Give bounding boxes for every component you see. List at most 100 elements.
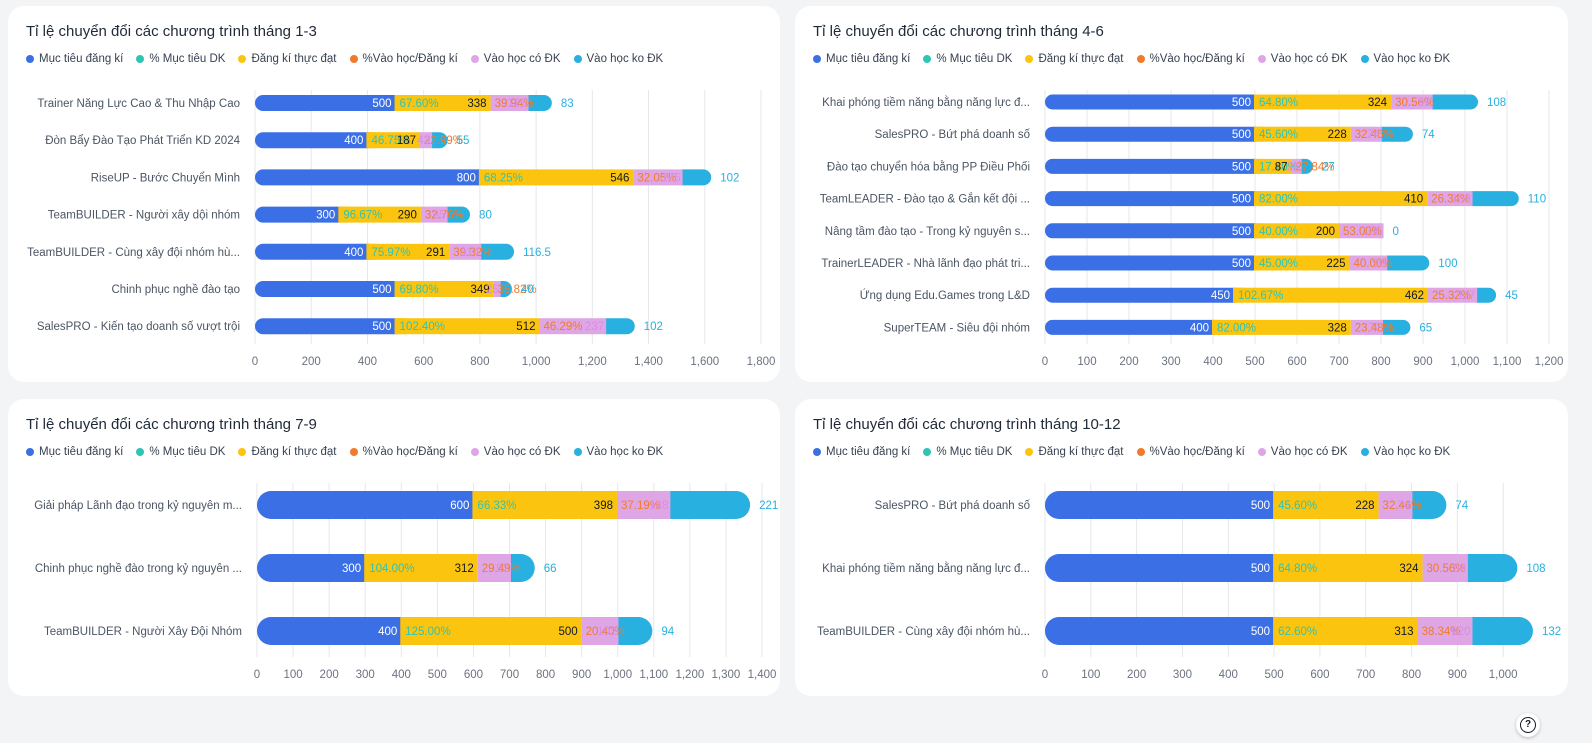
- legend-item[interactable]: % Mục tiêu DK: [923, 446, 1012, 458]
- data-label-target-pct: 67.60%: [400, 98, 439, 110]
- bar-registered: [479, 169, 634, 186]
- x-tick-label: 300: [1161, 356, 1180, 368]
- bar-attend-reg: [633, 169, 683, 186]
- x-tick-label: 1,600: [690, 356, 719, 368]
- help-button[interactable]: ?: [1516, 713, 1540, 737]
- x-tick-label: 1,000: [522, 356, 551, 368]
- data-label-attend-reg: 114: [461, 247, 480, 259]
- legend-label: % Mục tiêu DK: [936, 446, 1013, 458]
- bar-attend-reg: [539, 318, 607, 335]
- x-tick-label: 0: [252, 356, 258, 368]
- data-label-target: 500: [1232, 194, 1251, 206]
- legend-item[interactable]: Mục tiêu đăng kí: [26, 53, 123, 65]
- bar-attend-reg: [1422, 554, 1468, 582]
- data-label-attend-no-reg: 100: [1438, 258, 1457, 270]
- legend-item[interactable]: %Vào học/Đăng kí: [1136, 446, 1245, 458]
- bar-target: [1045, 617, 1289, 645]
- bar-target: [1045, 255, 1263, 271]
- x-tick-label: 500: [1264, 669, 1283, 681]
- data-label-registered: 338: [467, 98, 486, 110]
- data-label-target: 400: [378, 626, 397, 638]
- legend-label: Vào học ko ĐK: [1373, 53, 1451, 65]
- legend-dot-icon: [923, 448, 932, 456]
- legend-item[interactable]: Mục tiêu đăng kí: [813, 446, 910, 458]
- legend-item[interactable]: Vào học ko ĐK: [1360, 446, 1450, 458]
- data-label-attend-reg: 95: [433, 210, 446, 222]
- data-label-target-pct: 62.60%: [1278, 626, 1317, 638]
- category-label: Chinh phục nghề đào tạo: [111, 284, 240, 296]
- legend-item[interactable]: % Mục tiêu DK: [923, 53, 1012, 65]
- legend-item[interactable]: Đăng kí thực đạt: [238, 446, 337, 458]
- data-label-registered: 225: [1326, 258, 1345, 270]
- chart-card-q3: Tỉ lệ chuyển đổi các chương trình tháng …: [8, 399, 780, 696]
- legend-item[interactable]: % Mục tiêu DK: [136, 446, 225, 458]
- x-tick-label: 1,400: [634, 356, 663, 368]
- legend-item[interactable]: % Mục tiêu DK: [136, 53, 225, 65]
- data-label-target-pct: 64.80%: [1259, 97, 1298, 109]
- legend-item[interactable]: Vào học có ĐK: [1257, 446, 1348, 458]
- data-label-attend-reg: 106: [1362, 226, 1381, 238]
- bar-attend-reg: [1378, 491, 1413, 519]
- bar-target: [1045, 223, 1263, 239]
- chart-card-q1: Tỉ lệ chuyển đổi các chương trình tháng …: [8, 6, 780, 382]
- legend-item[interactable]: Đăng kí thực đạt: [238, 53, 337, 65]
- bar-registered: [1273, 617, 1290, 645]
- bar-registered: [1274, 554, 1423, 582]
- x-tick-label: 1,200: [675, 669, 704, 681]
- legend-dot-icon: [349, 448, 358, 456]
- legend-label: Đăng kí thực đạt: [251, 53, 337, 65]
- data-label-attend-reg: 24: [1287, 161, 1300, 173]
- legend-dot-icon: [1257, 448, 1266, 456]
- legend-label: Đăng kí thực đạt: [1038, 53, 1124, 65]
- data-label-target: 500: [372, 284, 391, 296]
- legend-item[interactable]: Đăng kí thực đạt: [1025, 446, 1124, 458]
- legend-item[interactable]: Mục tiêu đăng kí: [813, 53, 910, 65]
- bar-target: [255, 206, 348, 223]
- legend-item[interactable]: Đăng kí thực đạt: [1025, 53, 1124, 65]
- bar-chart: 0 200 400 600 800 1,000 1,200 1,400 1,600 1,800 Tr…: [27, 90, 775, 368]
- data-label-attend-pct: 35.82%: [498, 284, 537, 296]
- legend-item[interactable]: Vào học có ĐK: [1257, 53, 1348, 65]
- data-label-attend-no-reg: 80: [479, 210, 492, 222]
- data-label-attend-reg: 99: [1418, 97, 1431, 109]
- bar-registered: [367, 243, 450, 260]
- data-label-target-pct: 82.00%: [1259, 194, 1298, 206]
- x-tick-label: 600: [1310, 669, 1329, 681]
- data-label-attend-no-reg: 102: [644, 321, 663, 333]
- legend-dot-icon: [470, 55, 479, 63]
- bar-registered: [339, 206, 421, 223]
- bar-attend-reg: [420, 132, 433, 149]
- data-label-attend-pct: 22.99%: [424, 135, 463, 147]
- bar-registered: [366, 243, 377, 260]
- bar-target: [257, 617, 416, 645]
- bar-attend-reg: [1427, 191, 1473, 207]
- legend-item[interactable]: Vào học có ĐK: [470, 53, 561, 65]
- legend-item[interactable]: Vào học ko ĐK: [573, 446, 663, 458]
- legend-dot-icon: [26, 55, 34, 63]
- x-tick-label: 500: [1245, 356, 1264, 368]
- x-tick-label: 700: [500, 669, 519, 681]
- x-tick-label: 1,000: [1451, 356, 1480, 368]
- data-label-target-pct: 104.00%: [369, 563, 414, 575]
- legend-item[interactable]: %Vào học/Đăng kí: [349, 53, 458, 65]
- x-tick-label: 200: [320, 669, 339, 681]
- legend-item[interactable]: Mục tiêu đăng kí: [26, 446, 123, 458]
- data-label-target-pct: 75.97%: [371, 247, 410, 259]
- legend-item[interactable]: Vào học ko ĐK: [1360, 53, 1451, 65]
- legend-item[interactable]: Vào học ko ĐK: [573, 53, 663, 65]
- bar-registered: [395, 318, 540, 335]
- bar-target: [1045, 94, 1263, 110]
- data-label-attend-no-reg: 110: [1528, 194, 1546, 206]
- data-label-attend-no-reg: 74: [1455, 500, 1468, 512]
- data-label-attend-pct: 53.00%: [1343, 226, 1382, 238]
- x-tick-label: 500: [428, 669, 447, 681]
- data-label-target: 500: [1232, 258, 1251, 270]
- data-label-attend-no-reg: 27: [1322, 161, 1335, 173]
- legend-label: % Mục tiêu DK: [149, 446, 226, 458]
- bar-target: [1045, 319, 1221, 335]
- legend-item[interactable]: Vào học có ĐK: [470, 446, 561, 458]
- legend-item[interactable]: %Vào học/Đăng kí: [1136, 53, 1245, 65]
- chart-title: Tỉ lệ chuyển đổi các chương trình tháng …: [813, 23, 1104, 40]
- legend-item[interactable]: %Vào học/Đăng kí: [349, 446, 458, 458]
- x-tick-label: 900: [572, 669, 591, 681]
